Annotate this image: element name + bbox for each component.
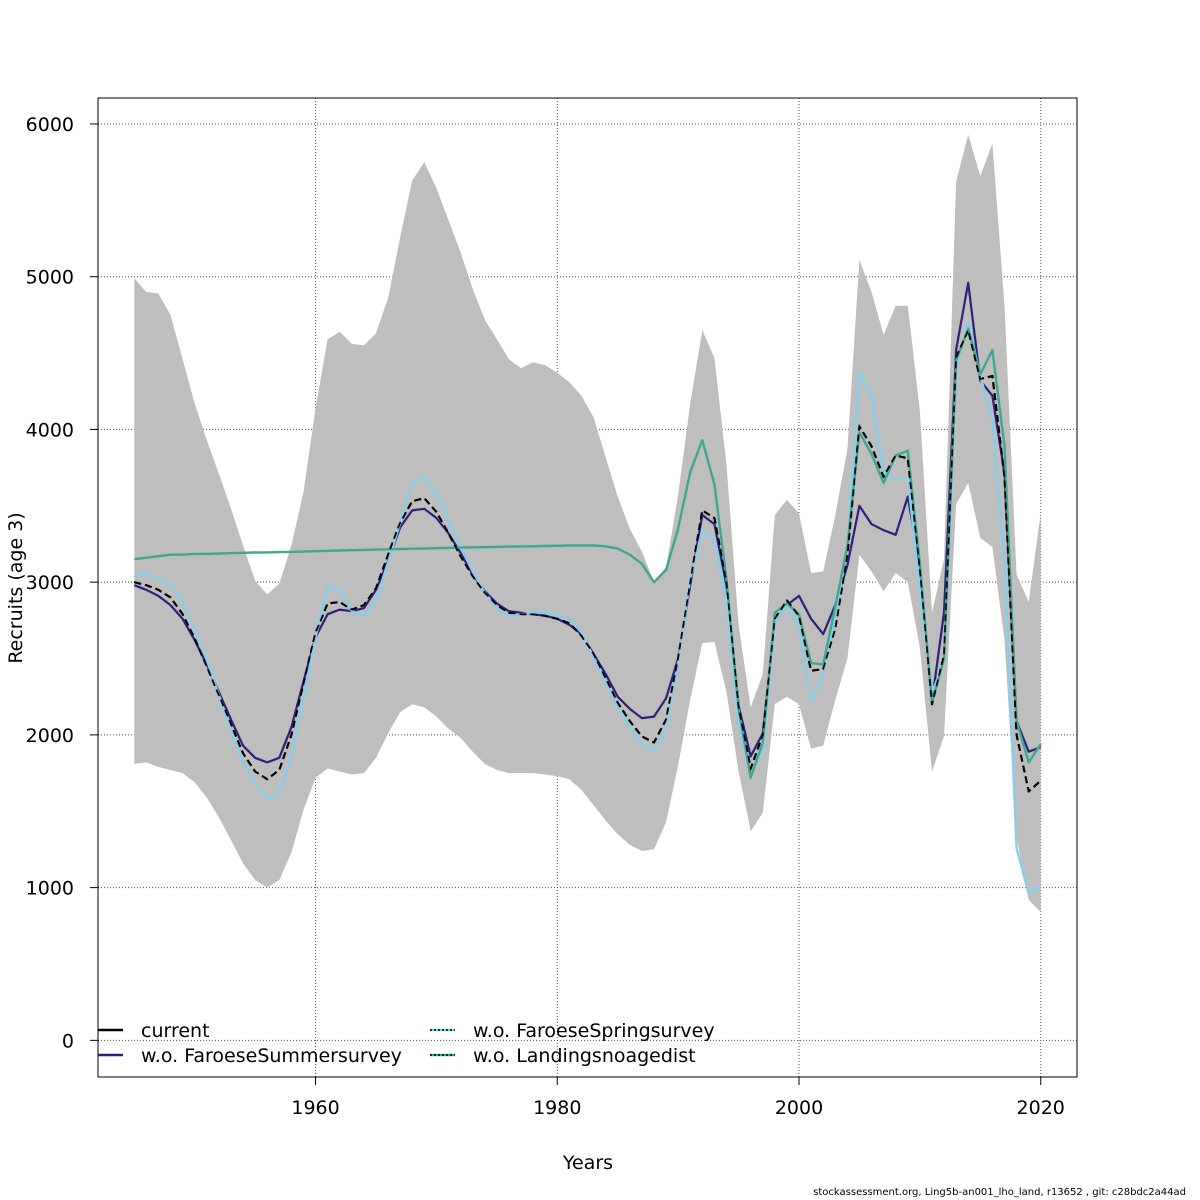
series-line-w-o-landingsnoagedist	[134, 327, 1042, 779]
x-tick-label-1960: 1960	[291, 1097, 339, 1119]
legend-item-w-o-landingsnoagedist: w.o. Landingsnoagedist	[430, 1045, 696, 1067]
y-axis-title: Recruits (age 3)	[5, 512, 27, 663]
legend: current w.o. FaroeseSummersurvey w.o. Faro…	[98, 1020, 715, 1067]
plot-frame	[97, 97, 1078, 1078]
legend-label-current: current	[141, 1020, 210, 1042]
series-lines	[133, 281, 1042, 895]
confidence-band-group	[134, 134, 1041, 913]
x-tick-label-2020: 2020	[1017, 1097, 1065, 1119]
axis-ticks: 1960 1980 2000 2020 0 1000 2000 3000 4000 5000 600…	[26, 114, 1065, 1119]
legend-label-w-o-faroesespringsurvey: w.o. FaroeseSpringsurvey	[473, 1020, 715, 1042]
y-tick-label-2000: 2000	[26, 725, 74, 747]
legend-item-w-o-faroesesummersurvey: w.o. FaroeseSummersurvey	[98, 1045, 402, 1067]
legend-label-w-o-faroesesummersurvey: w.o. FaroeseSummersurvey	[141, 1045, 402, 1067]
legend-item-current: current	[98, 1020, 210, 1042]
y-tick-label-1000: 1000	[26, 878, 74, 900]
x-tick-label-2000: 2000	[775, 1097, 823, 1119]
y-tick-label-5000: 5000	[26, 267, 74, 289]
legend-label-w-o-landingsnoagedist: w.o. Landingsnoagedist	[473, 1045, 696, 1067]
y-tick-label-6000: 6000	[26, 114, 74, 136]
confidence-band	[134, 134, 1041, 913]
footer-caption: stockassessment.org, Ling5b-an001_lho_la…	[813, 1187, 1186, 1198]
legend-item-w-o-faroesespringsurvey: w.o. FaroeseSpringsurvey	[430, 1020, 715, 1042]
x-axis-title: Years	[562, 1152, 613, 1174]
y-tick-label-4000: 4000	[26, 419, 74, 441]
x-tick-label-1980: 1980	[533, 1097, 581, 1119]
y-tick-label-0: 0	[62, 1030, 74, 1052]
y-tick-label-3000: 3000	[26, 572, 74, 594]
series-line-current-overlay	[134, 327, 1042, 793]
